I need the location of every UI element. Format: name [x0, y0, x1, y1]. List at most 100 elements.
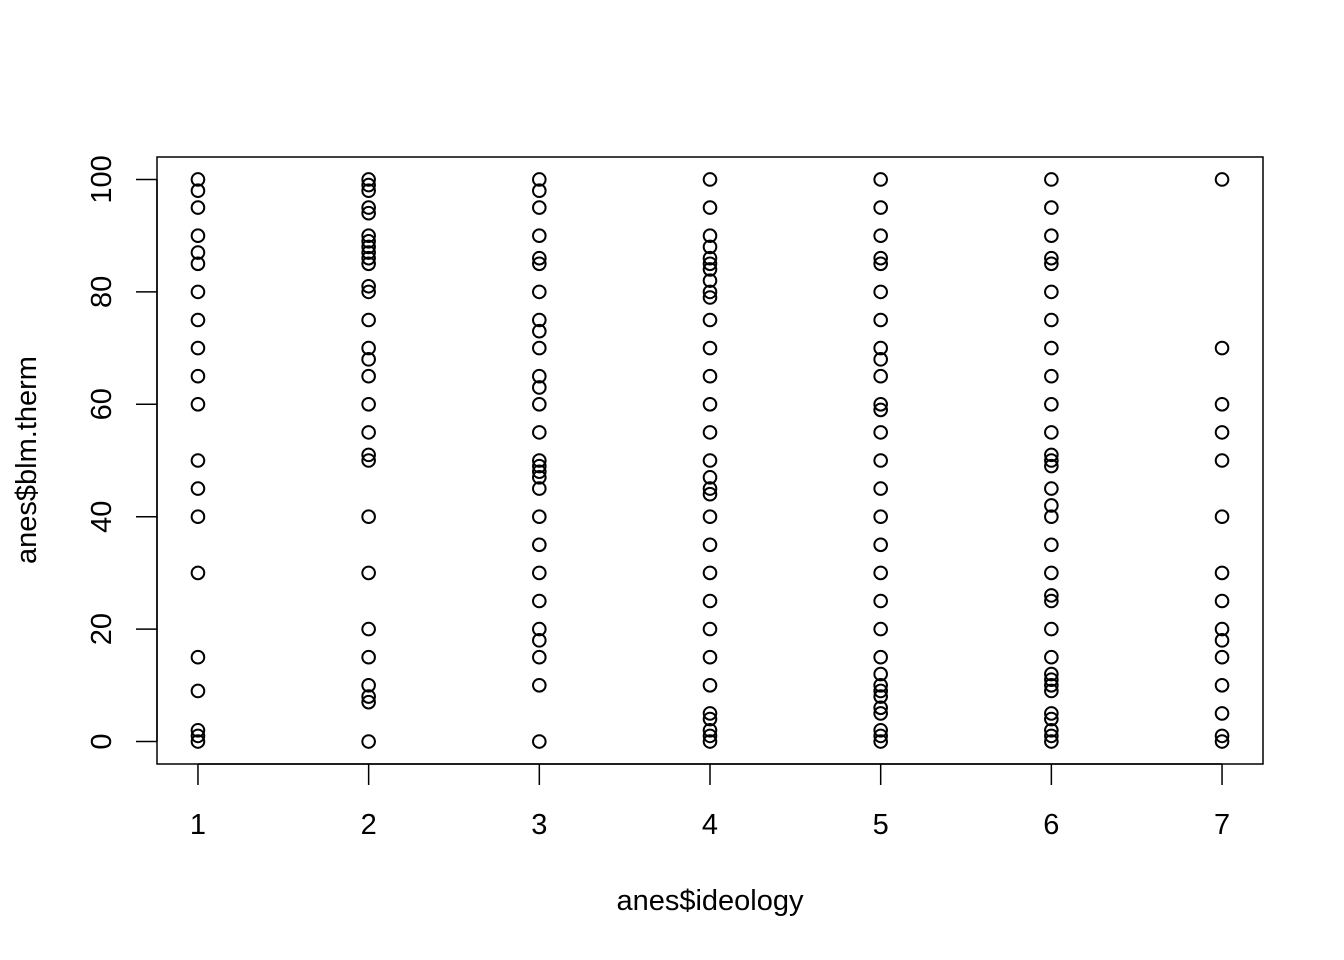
points-layer — [190, 172, 1230, 749]
data-point — [532, 633, 547, 648]
data-point — [190, 683, 206, 699]
data-point — [1214, 621, 1230, 637]
data-point — [873, 649, 888, 665]
data-point — [1214, 734, 1230, 749]
data-point — [190, 312, 206, 328]
data-point — [190, 228, 206, 243]
data-point — [873, 340, 888, 356]
data-point — [532, 323, 547, 339]
data-point — [190, 340, 206, 356]
data-point — [873, 678, 888, 693]
data-point — [702, 453, 718, 468]
data-point — [702, 312, 718, 328]
data-point — [532, 228, 547, 243]
data-point — [702, 273, 718, 288]
data-point — [1044, 734, 1059, 749]
y-tick-label: 40 — [86, 501, 118, 533]
data-point — [361, 678, 376, 693]
data-point — [532, 649, 547, 665]
data-point — [532, 621, 547, 637]
data-point — [532, 537, 547, 553]
data-point — [190, 397, 206, 412]
data-point — [873, 728, 888, 744]
data-point — [1214, 172, 1230, 187]
data-point — [1214, 633, 1230, 648]
data-point — [532, 340, 547, 356]
data-point — [702, 649, 718, 665]
data-point — [532, 458, 547, 474]
data-point — [1044, 312, 1059, 328]
data-point — [873, 402, 888, 418]
data-point — [702, 262, 718, 277]
data-point — [361, 340, 376, 356]
x-tick-label: 7 — [1214, 809, 1230, 841]
y-tick-label: 0 — [86, 733, 118, 749]
data-point — [361, 649, 376, 665]
data-point — [1044, 228, 1059, 243]
data-point — [873, 250, 888, 266]
data-point — [1044, 711, 1059, 727]
data-point — [1044, 368, 1059, 384]
x-axis-title: anes$ideology — [616, 885, 804, 917]
data-point — [1044, 565, 1059, 581]
data-point — [702, 481, 718, 496]
data-point — [532, 565, 547, 581]
data-point — [1044, 425, 1059, 440]
data-point — [190, 256, 206, 272]
data-point — [1044, 678, 1059, 693]
data-point — [873, 397, 888, 412]
data-point — [1214, 425, 1230, 440]
data-point — [702, 537, 718, 553]
x-tick-label: 1 — [190, 809, 206, 841]
data-point — [702, 706, 718, 721]
x-tick-label: 5 — [873, 809, 889, 841]
data-point — [190, 183, 206, 199]
data-point — [361, 200, 376, 215]
data-point — [532, 453, 547, 468]
data-point — [873, 537, 888, 553]
data-point — [702, 678, 718, 693]
data-point — [361, 447, 376, 463]
x-tick-label: 3 — [531, 809, 547, 841]
data-point — [873, 172, 888, 187]
data-point — [702, 200, 718, 215]
data-point — [190, 481, 206, 496]
data-point — [361, 284, 376, 300]
data-point — [361, 172, 376, 187]
data-point — [532, 183, 547, 199]
data-point — [1214, 509, 1230, 525]
data-point — [1044, 172, 1059, 187]
data-point — [532, 593, 547, 609]
data-point — [873, 352, 888, 367]
y-tick-label: 60 — [86, 388, 118, 420]
data-point — [190, 509, 206, 525]
data-point — [532, 380, 547, 395]
data-point — [873, 593, 888, 609]
data-point — [532, 368, 547, 384]
data-point — [702, 621, 718, 637]
data-point — [190, 565, 206, 581]
data-point — [873, 689, 888, 704]
data-point — [1044, 498, 1059, 513]
data-point — [361, 278, 376, 294]
data-point — [361, 621, 376, 637]
data-point — [702, 734, 718, 749]
data-point — [702, 172, 718, 187]
data-point — [1044, 340, 1059, 356]
data-point — [532, 284, 547, 300]
data-point — [873, 256, 888, 272]
data-point — [532, 464, 547, 480]
data-point — [190, 728, 206, 744]
x-axis: 1 2 3 4 5 6 7 — [190, 763, 1230, 841]
data-point — [361, 256, 376, 272]
data-point — [190, 649, 206, 665]
data-point — [702, 486, 718, 502]
data-point — [1044, 649, 1059, 665]
data-point — [361, 228, 376, 243]
data-point — [532, 678, 547, 693]
data-point — [532, 312, 547, 328]
data-point — [532, 425, 547, 440]
data-point — [361, 368, 376, 384]
data-point — [873, 481, 888, 496]
data-point — [361, 565, 376, 581]
